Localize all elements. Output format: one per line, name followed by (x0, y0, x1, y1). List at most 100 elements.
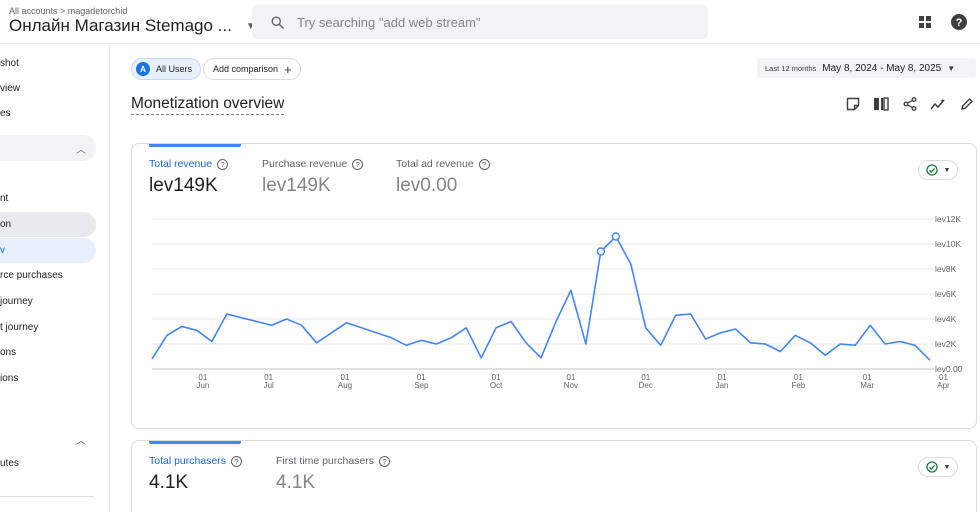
x-tick-day: 01 (641, 373, 650, 382)
x-tick-day: 01 (264, 373, 273, 382)
y-tick-label: lev2K (935, 339, 957, 349)
highlighted-data-point[interactable] (596, 247, 606, 256)
help-icon[interactable]: ? (231, 455, 243, 467)
sidebar-divider (0, 496, 94, 497)
metric-value: lev0.00 (396, 175, 458, 196)
x-tick-day: 01 (718, 373, 727, 382)
sidebar-item-promotions[interactable]: ons (0, 340, 96, 365)
sidebar-item-label: journey (0, 296, 33, 307)
sidebar-item-snapshot[interactable]: shot (0, 51, 96, 76)
breadcrumb[interactable]: All accounts > magadetorchid (9, 6, 128, 16)
sidebar-item-label: ons (0, 347, 17, 358)
help-icon[interactable]: ? (379, 455, 391, 467)
metric-tab-total-purchasers[interactable]: Total purchasers? 4.1K (149, 455, 243, 494)
metric-value: lev149K (262, 175, 331, 196)
x-tick-day: 01 (492, 373, 501, 382)
sidebar-item-attributes[interactable]: utes (0, 451, 96, 476)
edit-pencil-icon[interactable] (958, 95, 976, 113)
x-tick-month: Aug (338, 381, 352, 390)
x-tick-month: Sep (414, 381, 429, 390)
status-check-dropdown[interactable]: ▼ (918, 160, 958, 180)
sidebar-item-label: v (0, 245, 5, 256)
metric-value: 4.1K (149, 472, 189, 493)
purchasers-card: Total purchasers? 4.1K First time purcha… (131, 440, 977, 512)
metric-tab-ad-revenue[interactable]: Total ad revenue? lev0.00 (396, 158, 490, 197)
sidebar-item-pages[interactable]: es (0, 101, 96, 126)
highlighted-data-point[interactable] (611, 232, 621, 241)
metric-tab-total-revenue[interactable]: Total revenue? lev149K (149, 158, 229, 197)
x-tick-month: Jan (716, 381, 729, 390)
plus-icon: + (284, 61, 292, 77)
caret-down-icon: ▼ (943, 463, 951, 471)
x-tick-month: Jun (196, 381, 209, 390)
search-icon (271, 16, 284, 29)
sidebar-item-2[interactable]: on (0, 212, 96, 237)
chevron-up-icon[interactable]: ︿ (76, 436, 86, 447)
active-tab-indicator (149, 144, 241, 147)
account-selector[interactable]: Онлайн Магазин Stemago ... ▼ (9, 16, 256, 36)
metric-tab-first-time-purchasers[interactable]: First time purchasers? 4.1K (276, 455, 391, 494)
page-title: Monetization overview (131, 95, 285, 115)
sidebar-item-label: t journey (0, 322, 39, 333)
revenue-line-chart: lev0.00lev2Klev4Klev6Klev8Klev10Klev12K … (151, 214, 963, 390)
note-icon[interactable] (844, 95, 862, 113)
help-icon[interactable]: ? (217, 158, 229, 170)
search-input[interactable] (297, 14, 677, 30)
help-icon[interactable]: ? (352, 158, 364, 170)
x-tick-month: Mar (860, 381, 874, 390)
y-tick-label: lev8K (935, 264, 957, 274)
audience-avatar: A (136, 62, 150, 76)
y-tick-label: lev12K (935, 214, 961, 224)
x-tick-month: Oct (490, 381, 503, 390)
svg-text:✦: ✦ (940, 98, 945, 105)
date-range-picker[interactable]: Last 12 months May 8, 2024 - May 8, 2025… (757, 58, 976, 78)
sidebar-item-subscriptions[interactable]: ions (0, 366, 96, 391)
metric-label: Total revenue (149, 158, 213, 170)
share-icon[interactable] (901, 95, 919, 113)
sidebar-item-purchase-journey[interactable]: journey (0, 289, 96, 314)
chevron-up-icon: ︿ (76, 145, 86, 156)
caret-down-icon: ▼ (947, 63, 956, 73)
x-tick-month: Dec (639, 381, 653, 390)
caret-down-icon: ▼ (245, 20, 256, 32)
status-check-dropdown[interactable]: ▼ (918, 457, 958, 477)
x-tick-day: 01 (863, 373, 872, 382)
help-icon[interactable]: ? (478, 158, 490, 170)
sidebar-item-overview[interactable]: view (0, 76, 96, 101)
apps-grid-icon[interactable] (915, 12, 935, 32)
add-comparison-button[interactable]: Add comparison + (203, 58, 301, 80)
x-tick-day: 01 (198, 373, 207, 382)
sidebar-item-checkout-journey[interactable]: t journey (0, 315, 96, 340)
sidebar-item-1[interactable]: nt (0, 186, 96, 211)
x-tick-day: 01 (341, 373, 350, 382)
sidebar-item-ecommerce-purchases[interactable]: rce purchases (0, 263, 96, 288)
x-tick-month: Apr (937, 381, 950, 390)
sidebar-item-label: on (0, 219, 12, 230)
y-tick-label: lev10K (935, 239, 961, 249)
metric-value: 4.1K (276, 472, 316, 493)
x-tick-day: 01 (939, 373, 948, 382)
audience-chip[interactable]: A All Users (131, 58, 202, 80)
sidebar-item-label: shot (0, 58, 19, 69)
audience-label: All Users (156, 64, 193, 74)
sidebar-item-label: utes (0, 458, 19, 469)
sidebar-item-selected[interactable]: v (0, 238, 96, 263)
x-tick-month: Nov (564, 381, 578, 390)
metric-value: lev149K (149, 175, 218, 196)
search-bar[interactable] (252, 5, 708, 39)
compare-columns-icon[interactable] (872, 95, 890, 113)
metric-tab-purchase-revenue[interactable]: Purchase revenue? lev149K (262, 158, 364, 197)
sidebar-item-label: nt (0, 193, 9, 204)
sidebar-item-label: es (0, 108, 11, 119)
top-header: All accounts > magadetorchid Онлайн Мага… (0, 0, 980, 44)
active-tab-indicator (149, 441, 241, 444)
account-name: Онлайн Магазин Stemago ... (9, 16, 232, 35)
revenue-series-line (151, 235, 931, 361)
y-tick-label: lev0.00 (935, 364, 963, 374)
help-icon[interactable]: ? (949, 12, 969, 32)
x-tick-day: 01 (794, 373, 803, 382)
sidebar-item-label: rce purchases (0, 270, 63, 281)
insights-icon[interactable]: ✦ (929, 95, 947, 113)
x-tick-day: 01 (417, 373, 426, 382)
sidebar-group-header[interactable]: ︿ (0, 135, 96, 161)
